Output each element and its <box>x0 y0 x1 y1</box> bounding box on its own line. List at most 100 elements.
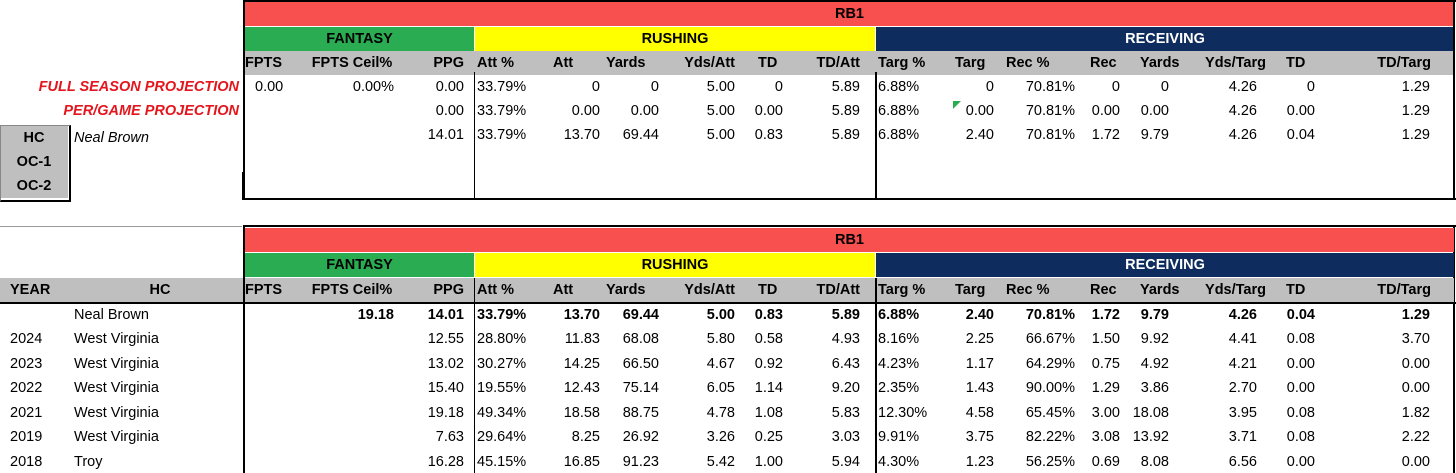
row-yds-per-targ: 3.71 <box>1228 429 1257 446</box>
bottom-section-rushing: RUSHING <box>475 253 875 277</box>
per-game-projection-label: PER/GAME PROJECTION <box>63 103 239 119</box>
row-ppg: 19.18 <box>427 404 464 421</box>
hc-header: HC <box>149 282 171 298</box>
top-row-1-fpts-ceil: 0.00% <box>352 79 394 95</box>
bottom-section-fantasy: FANTASY <box>245 253 474 277</box>
top-row-3-ppg: 14.01 <box>427 127 464 143</box>
year-hc-header-bg <box>0 278 243 302</box>
top-section-rushing: RUSHING <box>475 27 875 51</box>
top-row-1-rec-td: 0 <box>1306 79 1315 95</box>
bottom-header-yds-per-att: Yds/Att <box>684 282 735 298</box>
bottom-header-att: Att <box>553 282 574 298</box>
top-row-2-yds-per-targ: 4.26 <box>1228 103 1257 119</box>
row-targ: 3.75 <box>965 429 994 446</box>
bottom-group-title: RB1 <box>245 228 1454 252</box>
top-row-2-targ: 0.00 <box>965 103 994 119</box>
top-row-2-att: 0.00 <box>571 103 600 119</box>
row-targ: 4.58 <box>965 404 994 421</box>
row-rush-td: 1.14 <box>754 380 783 397</box>
row-yds-per-targ: 4.21 <box>1228 355 1257 372</box>
bottom-right-border <box>1453 225 1455 473</box>
row-ppg: 12.55 <box>427 331 464 347</box>
row-team: West Virginia <box>74 404 159 421</box>
row-yds-per-att: 5.42 <box>706 454 735 470</box>
top-row-3-yds-per-att: 5.00 <box>706 127 735 143</box>
top-row-3-rec-td: 0.04 <box>1286 127 1315 143</box>
top-header-att: Att <box>553 55 574 71</box>
row-year: 2019 <box>10 429 43 446</box>
row-rec-td: 0.08 <box>1286 331 1315 347</box>
row-att: 16.85 <box>563 454 600 470</box>
top-group-title: RB1 <box>245 2 1454 26</box>
summary-rec-yards: 9.79 <box>1140 307 1169 323</box>
top-header-rec-pct: Rec % <box>1006 55 1050 71</box>
row-td-per-att: 5.94 <box>831 454 860 470</box>
bottom-header-rec-pct: Rec % <box>1006 282 1050 298</box>
summary-att-pct: 33.79% <box>477 307 527 323</box>
row-ppg: 15.40 <box>427 380 464 397</box>
top-right-border <box>1453 0 1455 200</box>
top-row-2-yds-per-att: 5.00 <box>706 103 735 119</box>
row-yds-per-att: 3.26 <box>706 429 735 446</box>
row-yds-per-targ: 3.95 <box>1228 404 1257 421</box>
row-att: 18.58 <box>563 404 600 421</box>
left-separator <box>0 226 242 227</box>
top-header-targ-pct: Targ % <box>878 55 926 71</box>
top-row-2-rec-yards: 0.00 <box>1140 103 1169 119</box>
row-att: 14.25 <box>563 355 600 372</box>
summary-targ: 2.40 <box>965 307 994 323</box>
bottom-header-rec: Rec <box>1090 282 1117 298</box>
row-rush-yards: 88.75 <box>622 404 659 421</box>
top-row-1-td-per-att: 5.89 <box>831 79 860 95</box>
top-row-3-rec-yards: 9.79 <box>1140 127 1169 143</box>
row-targ-pct: 8.16% <box>878 331 920 347</box>
summary-td-per-targ: 1.29 <box>1401 307 1430 323</box>
bottom-header-td-per-att: TD/Att <box>816 282 861 298</box>
top-header-targ: Targ <box>955 55 986 71</box>
row-rec-pct: 90.00% <box>1025 380 1075 397</box>
year-header: YEAR <box>10 282 51 298</box>
row-rush-td: 1.00 <box>754 454 783 470</box>
top-header-yds-per-att: Yds/Att <box>684 55 735 71</box>
top-row-1-targ: 0 <box>985 79 994 95</box>
row-rec-td: 0.08 <box>1286 404 1315 421</box>
row-targ-pct: 2.35% <box>878 380 920 397</box>
top-row-3-rush-yards: 69.44 <box>622 127 659 143</box>
top-header-td-per-att: TD/Att <box>816 55 861 71</box>
row-att-pct: 30.27% <box>477 355 527 372</box>
bottom-top-border <box>244 225 1456 227</box>
top-row-2-rush-yards: 0.00 <box>630 103 659 119</box>
row-td-per-att: 3.03 <box>831 429 860 446</box>
summary-att: 13.70 <box>563 307 600 323</box>
row-td-per-att: 4.93 <box>831 331 860 347</box>
row-team: West Virginia <box>74 355 159 372</box>
top-header-bg <box>245 51 1454 75</box>
top-header-ppg: PPG <box>433 55 464 71</box>
row-yds-per-att: 6.05 <box>706 380 735 397</box>
row-rec-yards: 8.08 <box>1140 454 1169 470</box>
top-row-3-rec: 1.72 <box>1091 127 1120 143</box>
top-row-3-rec-pct: 70.81% <box>1025 127 1075 143</box>
top-row-1-att-pct: 33.79% <box>477 79 527 95</box>
row-ppg: 13.02 <box>427 355 464 372</box>
bottom-header-rec-yards: Yards <box>1140 282 1180 298</box>
top-row-1-rush-td: 0 <box>774 79 783 95</box>
row-team: West Virginia <box>74 380 159 397</box>
top-header-rec-yards: Yards <box>1140 55 1180 71</box>
top-row-2-rec: 0.00 <box>1091 103 1120 119</box>
bottom-header-fpts-ceil: FPTS Ceil% <box>311 282 393 298</box>
top-row-3-td-per-targ: 1.29 <box>1401 127 1430 143</box>
top-border <box>244 0 1456 2</box>
bottom-header-ppg: PPG <box>433 282 464 298</box>
top-row-2-rec-td: 0.00 <box>1286 103 1315 119</box>
row-td-per-att: 9.20 <box>831 380 860 397</box>
row-rec-pct: 64.29% <box>1025 355 1075 372</box>
row-rec: 0.69 <box>1091 454 1120 470</box>
top-block-bottom-border <box>244 198 1456 200</box>
bottom-header-targ: Targ <box>955 282 986 298</box>
top-row-3-targ-pct: 6.88% <box>878 127 920 143</box>
row-rec-td: 0.08 <box>1286 429 1315 446</box>
row-td-per-att: 5.83 <box>831 404 860 421</box>
row-rec-yards: 18.08 <box>1132 404 1169 421</box>
